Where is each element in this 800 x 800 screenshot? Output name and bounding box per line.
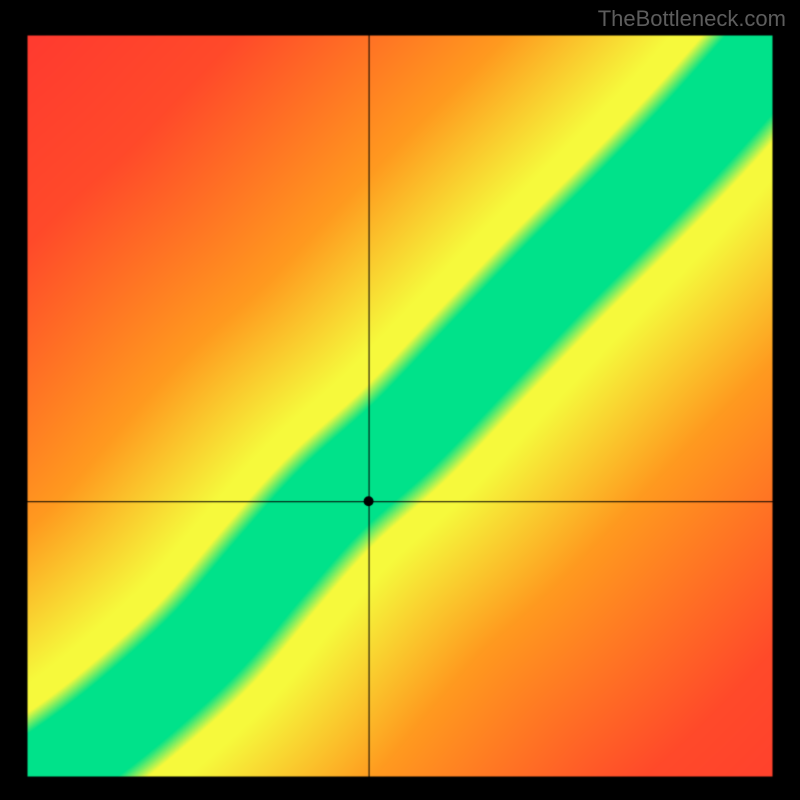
heatmap-canvas — [0, 0, 800, 800]
chart-container: TheBottleneck.com — [0, 0, 800, 800]
